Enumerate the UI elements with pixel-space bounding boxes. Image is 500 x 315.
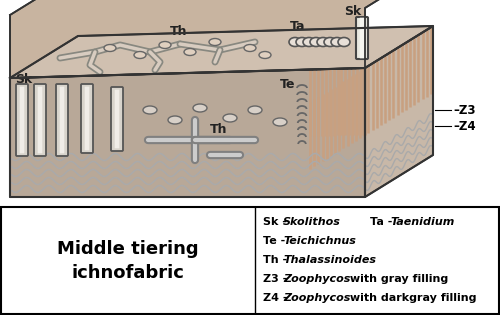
Polygon shape	[10, 68, 365, 197]
Ellipse shape	[303, 37, 315, 47]
Text: –Z4: –Z4	[453, 121, 475, 134]
Ellipse shape	[310, 37, 322, 47]
Ellipse shape	[143, 106, 157, 114]
FancyBboxPatch shape	[111, 87, 123, 151]
Text: Te: Te	[280, 78, 295, 91]
FancyBboxPatch shape	[114, 90, 119, 148]
Text: with gray filling: with gray filling	[346, 274, 448, 284]
Polygon shape	[365, 26, 433, 197]
Text: Sk -: Sk -	[263, 217, 291, 227]
Text: Ta -: Ta -	[370, 217, 396, 227]
Text: Skolithos: Skolithos	[283, 217, 341, 227]
Text: Zoophycos: Zoophycos	[283, 293, 350, 303]
Polygon shape	[10, 0, 433, 78]
Ellipse shape	[168, 116, 182, 124]
Text: Sk: Sk	[344, 5, 361, 18]
Text: Teichichnus: Teichichnus	[283, 236, 356, 246]
Ellipse shape	[159, 42, 171, 49]
Text: –Z3: –Z3	[453, 105, 475, 117]
Ellipse shape	[289, 37, 301, 47]
Bar	[1, 207, 499, 314]
FancyBboxPatch shape	[81, 84, 93, 153]
Text: Z4 -: Z4 -	[263, 293, 292, 303]
Ellipse shape	[248, 106, 262, 114]
Ellipse shape	[338, 37, 350, 47]
Text: Zoophycos: Zoophycos	[283, 274, 350, 284]
Polygon shape	[10, 26, 433, 78]
Ellipse shape	[184, 49, 196, 55]
FancyBboxPatch shape	[16, 84, 28, 156]
FancyBboxPatch shape	[356, 17, 368, 59]
Ellipse shape	[259, 51, 271, 59]
Ellipse shape	[317, 37, 329, 47]
Text: Ta: Ta	[290, 20, 306, 33]
FancyBboxPatch shape	[60, 87, 64, 153]
FancyBboxPatch shape	[34, 84, 46, 156]
FancyBboxPatch shape	[84, 87, 89, 150]
Text: Z3 -: Z3 -	[263, 274, 291, 284]
FancyBboxPatch shape	[360, 18, 364, 58]
Text: Th: Th	[170, 25, 188, 38]
Text: with darkgray filling: with darkgray filling	[346, 293, 476, 303]
Ellipse shape	[296, 37, 308, 47]
FancyBboxPatch shape	[56, 84, 68, 156]
Ellipse shape	[193, 104, 207, 112]
Text: Middle tiering
ichnofabric: Middle tiering ichnofabric	[56, 240, 199, 282]
Text: Th: Th	[210, 123, 228, 136]
FancyBboxPatch shape	[38, 87, 43, 153]
Ellipse shape	[209, 38, 221, 45]
Ellipse shape	[273, 118, 287, 126]
Text: Taenidium: Taenidium	[390, 217, 454, 227]
Text: Thalassinoides: Thalassinoides	[283, 255, 376, 265]
Ellipse shape	[104, 44, 116, 51]
Ellipse shape	[324, 37, 336, 47]
Text: Th -: Th -	[263, 255, 291, 265]
Text: Te -: Te -	[263, 236, 289, 246]
Ellipse shape	[223, 114, 237, 122]
Ellipse shape	[244, 44, 256, 51]
Text: Sk: Sk	[15, 73, 32, 86]
Ellipse shape	[331, 37, 343, 47]
Ellipse shape	[134, 51, 146, 59]
FancyBboxPatch shape	[20, 87, 24, 153]
